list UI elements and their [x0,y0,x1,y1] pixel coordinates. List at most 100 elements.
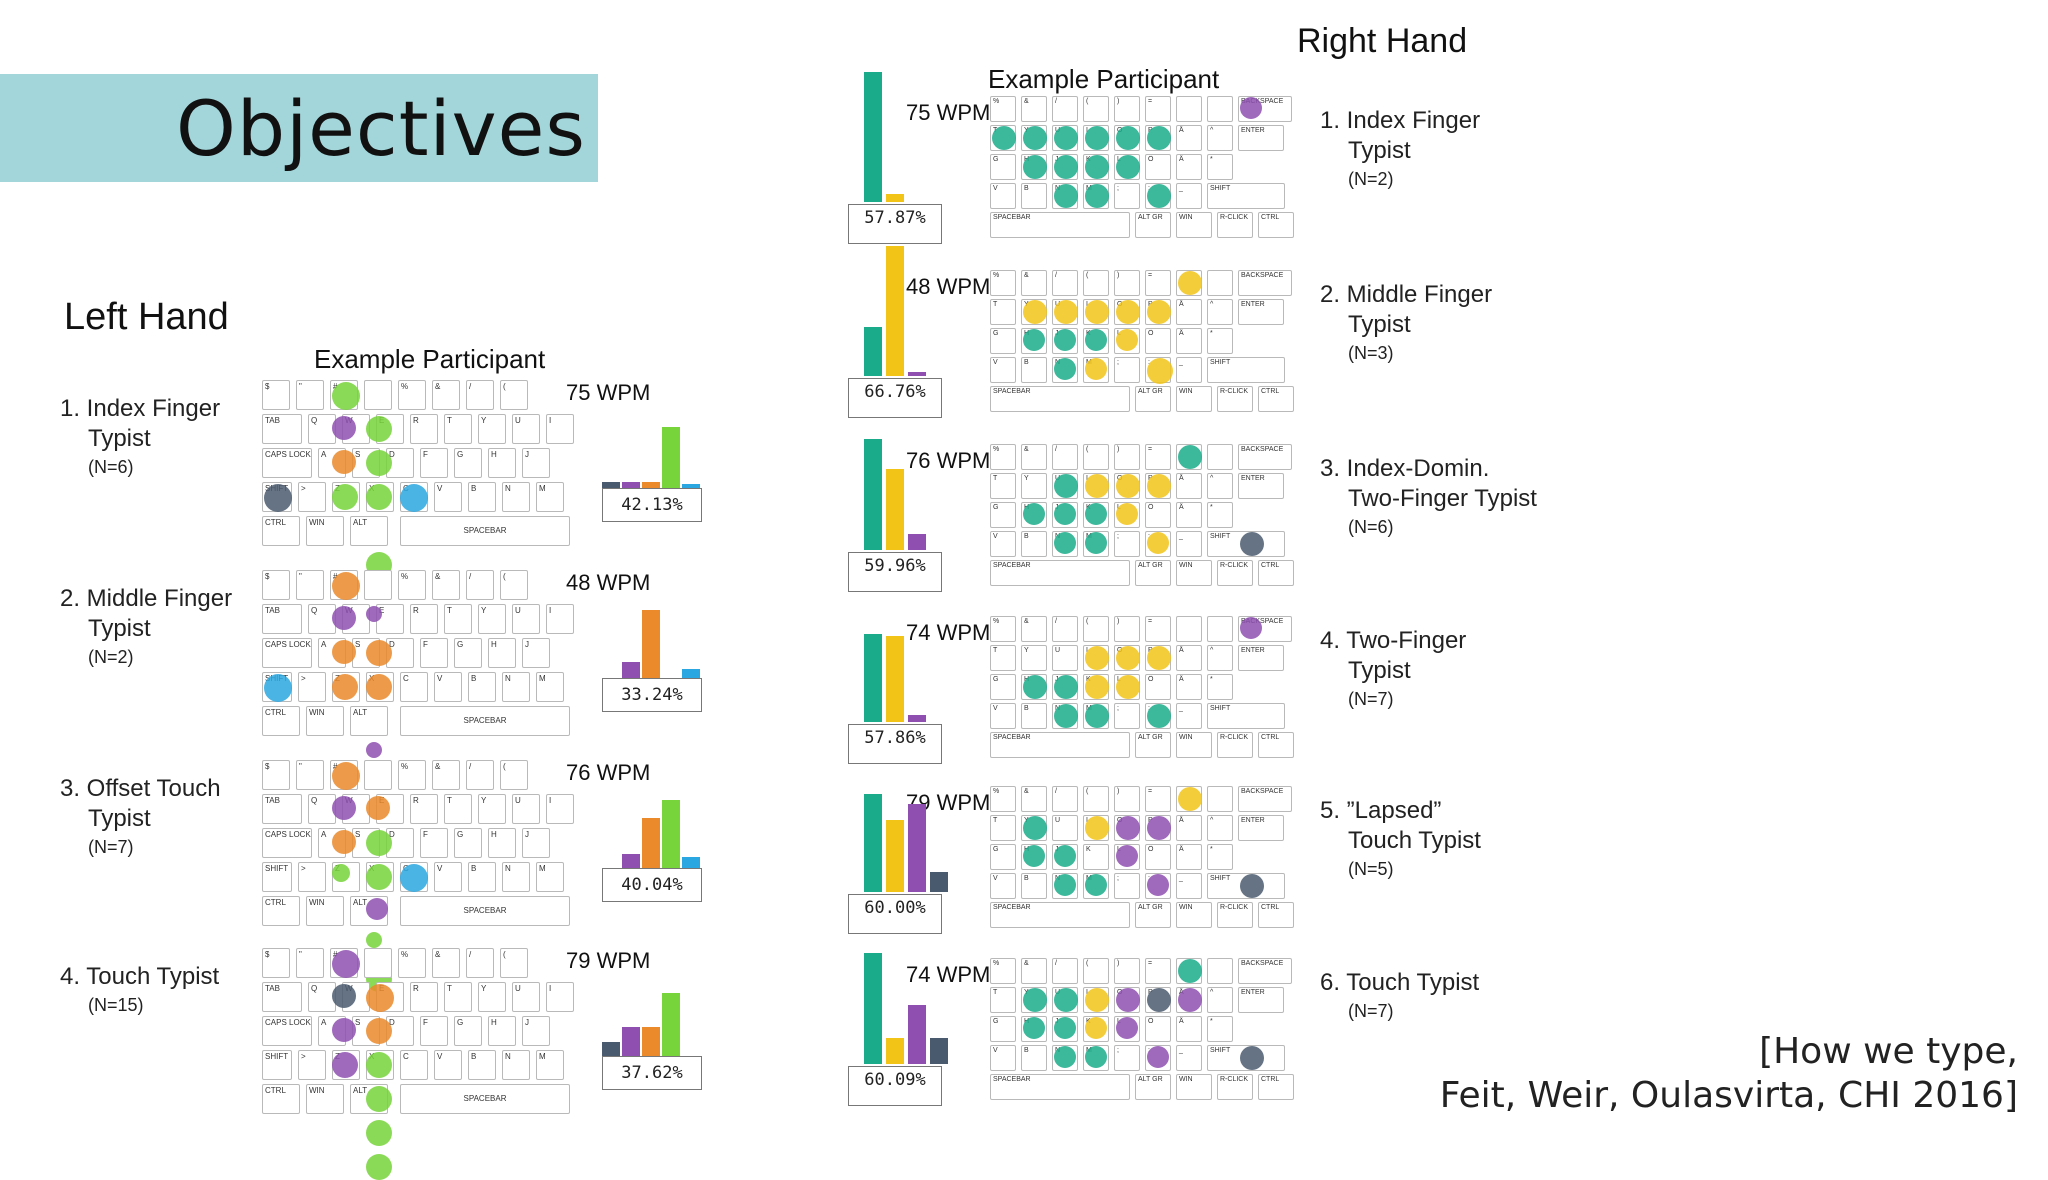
typist-title: 3. Index-Domin. [1320,455,1490,482]
finger-dot [366,640,392,666]
left-key-1-4: R [410,982,438,1012]
finger-dot [366,606,382,622]
right-key-2-7: * [1207,674,1233,700]
left-key-0-6: / [466,948,494,978]
percentage-box: 60.09% [848,1066,942,1106]
left-hand-heading: Left Hand [64,296,229,338]
typist-count: (N=7) [1348,689,1394,709]
right-key-0-8: BACKSPACE [1238,786,1292,812]
left-key-1-5: T [444,794,472,824]
finger-dot [366,932,382,948]
finger-dot [332,640,356,664]
finger-dot [1147,474,1171,498]
left-key-3-8: M [536,672,564,702]
left-key-1-8: I [546,604,574,634]
finger-dot [1147,816,1171,840]
right-keyboard: %&/()=BACKSPACETYUIOPÅ^ENTERGHJKLÖÄ*VBNM… [990,958,1300,1118]
right-key-0-4: ) [1114,96,1140,122]
finger-dot [992,126,1016,150]
right-finger-chart: 60.00% [848,756,948,936]
right-key-0-8: BACKSPACE [1238,270,1292,296]
left-key-0-4: % [398,760,426,790]
left-key-0-7: ( [500,760,528,790]
right-key-0-0: % [990,786,1016,812]
right-key-3-0: V [990,357,1016,383]
right-key-2-0: G [990,674,1016,700]
left-key-0-0: $ [262,570,290,600]
left-example-participant: Example Participant [314,344,546,374]
citation: [How we type, Feit, Weir, Oulasvirta, CH… [1440,1030,2018,1118]
finger-dot [1023,816,1047,840]
right-finger-chart: 66.76% [848,240,948,420]
right-typist-label-4: 4. Two-Finger Typist (N=7) [1320,626,1466,712]
right-key-2-0: G [990,844,1016,870]
left-key-3-5: V [434,1050,462,1080]
right-key-4-4: CTRL [1258,560,1294,586]
left-key-1-8: I [546,414,574,444]
right-key-2-7: * [1207,1016,1233,1042]
left-key-0-1: " [296,380,324,410]
finger-dot [1085,358,1107,380]
right-key-0-3: ( [1083,958,1109,984]
left-key-3-7: N [502,862,530,892]
left-key-0-0: $ [262,380,290,410]
finger-dot [400,484,428,512]
left-key-3-1: > [298,482,326,512]
finger-dot [332,572,360,600]
left-typist-label-4: 4. Touch Typist (N=15) [60,962,219,1018]
right-key-0-3: ( [1083,444,1109,470]
finger-dot [332,796,356,820]
right-key-0-4: ) [1114,444,1140,470]
finger-dot [1085,704,1109,728]
left-key-3-6: B [468,862,496,892]
finger-dot [1023,675,1047,699]
finger-dot [1023,845,1045,867]
left-key-1-7: U [512,604,540,634]
right-key-0-1: & [1021,786,1047,812]
typist-title: 1. Index Finger [60,395,221,422]
left-key-1-0: TAB [262,982,302,1012]
right-key-4-3: R-CLICK [1217,902,1253,928]
left-key-0-3 [364,948,392,978]
left-keyboard: $"#%&/(TABQWERTYUICAPS LOCKASDFGHJSHIFT>… [262,948,574,1180]
finger-dot [1085,532,1107,554]
left-typist-label-3: 3. Offset Touch Typist (N=7) [60,774,221,860]
left-finger-chart: 40.04% [600,790,708,906]
right-key-0-4: ) [1114,616,1140,642]
left-finger-chart: 33.24% [600,600,708,716]
right-key-2-5: Ö [1145,154,1171,180]
left-key-4-0: CTRL [262,706,300,736]
finger-dot [332,762,360,790]
bar [864,634,882,722]
right-key-0-3: ( [1083,270,1109,296]
right-key-0-8: BACKSPACE [1238,444,1292,470]
finger-dot [1085,988,1109,1012]
bar [908,372,926,376]
right-wpm-label: 48 WPM [906,274,991,299]
right-key-3-0: V [990,1045,1016,1071]
left-key-1-8: I [546,794,574,824]
left-typist-label-2: 2. Middle Finger Typist (N=2) [60,584,232,670]
finger-dot [366,864,392,890]
left-key-4-3: SPACEBAR [400,516,570,546]
right-key-3-1: B [1021,1045,1047,1071]
right-finger-chart: 57.86% [848,586,948,766]
slide-title: Objectives [176,84,586,173]
left-finger-chart: 37.62% [600,978,708,1094]
left-key-3-4: C [400,672,428,702]
bar [886,469,904,550]
left-key-1-7: U [512,414,540,444]
right-key-1-8: ENTER [1238,645,1284,671]
right-keyboard: %&/()=BACKSPACETYUIOPÅ^ENTERGHJKLÖÄ*VBNM… [990,96,1300,256]
left-key-0-0: $ [262,948,290,978]
left-key-0-5: & [432,570,460,600]
right-key-1-1: Y [1021,645,1047,671]
left-key-1-4: R [410,794,438,824]
right-key-4-0: SPACEBAR [990,1074,1130,1100]
right-key-1-6: Å [1176,645,1202,671]
right-keyboard: %&/()=BACKSPACETYUIOPÅ^ENTERGHJKLÖÄ*VBNM… [990,616,1300,776]
right-key-4-4: CTRL [1258,732,1294,758]
finger-dot [1054,329,1076,351]
right-key-2-7: * [1207,328,1233,354]
typist-count: (N=2) [88,647,134,667]
